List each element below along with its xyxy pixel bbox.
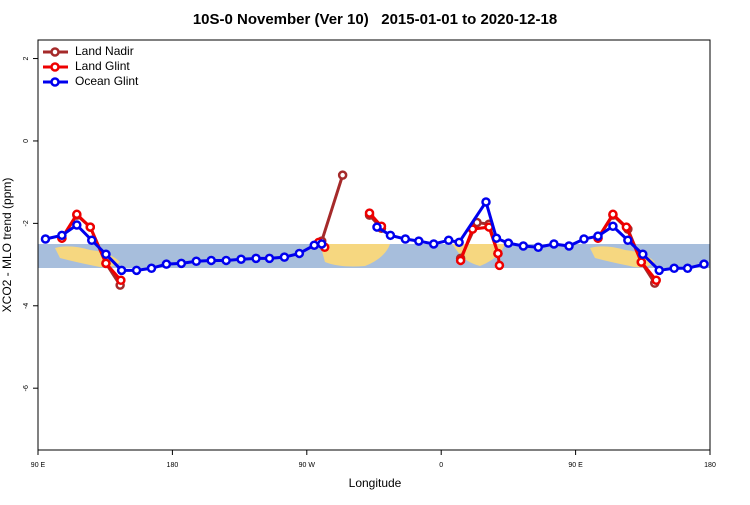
point (57, 230, 67, 241)
point (621, 222, 632, 232)
point (503, 238, 514, 248)
point (494, 260, 505, 271)
x-tick-label: 180 (167, 462, 179, 469)
plot-frame (37, 39, 711, 451)
point (279, 252, 290, 262)
point (455, 255, 466, 266)
point (414, 236, 424, 246)
point (682, 263, 693, 274)
legend-label: Land Nadir (75, 44, 134, 58)
y-tick-label: -6 (23, 385, 30, 391)
point (564, 241, 574, 251)
point (623, 235, 633, 246)
map-band (38, 244, 710, 268)
point (385, 230, 396, 241)
point (699, 259, 709, 269)
legend-label: Ocean Glint (75, 74, 139, 88)
point (116, 265, 127, 276)
x-axis-label: Longitude (349, 476, 402, 490)
point (131, 265, 142, 276)
point (443, 235, 454, 246)
x-tick-label: 0 (439, 462, 443, 469)
point (400, 234, 411, 244)
x-tick-label: 90 E (31, 462, 46, 469)
point (549, 239, 559, 249)
point (221, 255, 231, 266)
point (264, 253, 275, 264)
point (101, 249, 111, 260)
point (116, 275, 126, 285)
point (428, 239, 439, 249)
point (491, 233, 502, 243)
point (161, 259, 172, 269)
y-axis-label: XCO2 - MLO trend (ppm) (0, 178, 14, 313)
point (316, 239, 327, 249)
point (251, 253, 261, 264)
point (533, 242, 544, 253)
point (636, 257, 647, 267)
y-tick-label: 2 (23, 56, 30, 60)
legend-marker (50, 77, 60, 87)
point (518, 241, 529, 251)
point (372, 222, 382, 232)
point (294, 248, 305, 259)
y-tick-label: -2 (23, 220, 30, 226)
point (206, 255, 216, 266)
point (85, 222, 96, 232)
legend-marker (50, 47, 60, 57)
point (364, 208, 375, 218)
point (593, 231, 603, 241)
point (481, 197, 491, 207)
x-tick-label: 90 E (568, 462, 583, 469)
point (608, 209, 618, 220)
point (493, 248, 503, 259)
point (579, 234, 589, 244)
point (638, 249, 648, 260)
x-tick-label: 180 (704, 462, 716, 469)
point (669, 263, 679, 274)
point (651, 275, 661, 285)
point (101, 258, 111, 269)
y-tick-label: 0 (23, 139, 30, 143)
point (72, 209, 82, 220)
point (309, 240, 320, 250)
point (40, 234, 51, 244)
chart-title: 10S-0 November (Ver 10) 2015-01-01 to 20… (193, 11, 557, 28)
point (146, 263, 157, 274)
legend-marker (50, 62, 60, 72)
point (454, 237, 464, 248)
point (608, 221, 618, 232)
point (72, 220, 82, 230)
point (87, 235, 97, 246)
x-tick-label: 90 W (299, 462, 316, 469)
point (191, 256, 202, 267)
point (337, 170, 348, 180)
point (654, 265, 664, 276)
legend-label: Land Glint (75, 59, 130, 73)
point (176, 258, 187, 269)
y-tick-label: -4 (23, 303, 30, 309)
point (236, 254, 246, 264)
map-land (320, 244, 390, 267)
